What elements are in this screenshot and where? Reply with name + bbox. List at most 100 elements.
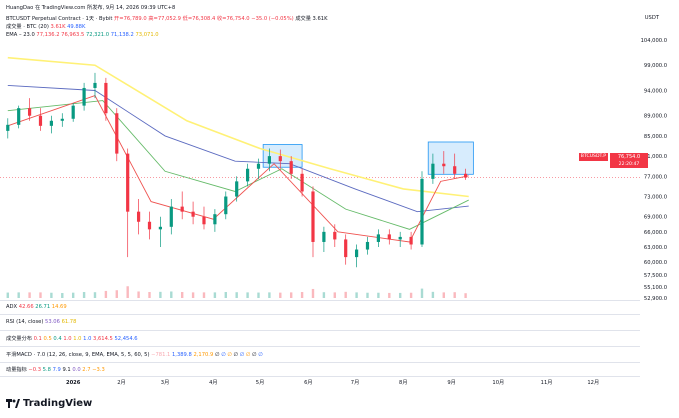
rsi-v1: 53.06 — [45, 319, 60, 325]
momentum-pane-label[interactable]: 动量指标 −0.3 5.8 7.9 9.1 0.0 2.7 −3.3 — [6, 366, 105, 373]
ema-indicator-line[interactable]: EMA – 23.0 77,136.2 76,963.5 72,321.0 71… — [6, 32, 159, 39]
volind-label: 成交量分布 — [6, 336, 32, 342]
volume-bar — [322, 292, 326, 298]
volume-bar — [355, 292, 358, 298]
ema-v3: 72,321.0 — [85, 32, 110, 38]
macd-value: 1,389.8 — [170, 352, 192, 358]
time-tick-label: 10月 — [492, 379, 504, 386]
price-tick-label: 77,000.0 — [644, 174, 667, 180]
price-tick-label: 99,000.0 — [644, 63, 667, 69]
macd-value: ∅ — [250, 352, 257, 358]
volume-bar — [159, 291, 162, 298]
time-tick-label: 2026 — [66, 380, 81, 386]
pane-divider[interactable] — [0, 314, 640, 315]
symbol-name[interactable]: BTCUSDT Perpetual Contract · 1天 · Bybit — [6, 16, 113, 22]
adx-pane-label[interactable]: ADX 42.66 26.71 14.69 — [6, 304, 67, 310]
volume-bar — [61, 293, 64, 298]
candle-body — [147, 221, 152, 230]
volume-bar — [398, 292, 402, 298]
candle-body — [180, 206, 184, 212]
adx-v2: 26.71 — [35, 304, 51, 310]
candle-body — [245, 168, 250, 182]
volind-value: 0.4 — [51, 336, 62, 342]
pane-divider[interactable] — [0, 362, 640, 363]
volume-bar — [464, 293, 467, 298]
volume-bar — [213, 292, 217, 298]
volume-bar — [235, 292, 238, 298]
ohlc-open: 开=76,789.0 — [114, 16, 147, 22]
ohlc-change: −35.0 (−0.05%) — [251, 16, 294, 22]
time-tick-label: 8月 — [399, 379, 408, 386]
candle-body — [115, 113, 119, 154]
macd-value: ∅ — [256, 352, 263, 358]
osc-value: 2.7 — [80, 367, 91, 373]
macd-pane-label[interactable]: 平滑MACD · 7.0 (12, 26, close, 9, EMA, EMA… — [6, 351, 263, 358]
highlight-box — [427, 141, 474, 175]
osc-label: 动量指标 — [6, 367, 27, 373]
vol-label: 成交量 · BTC (20) — [6, 24, 49, 30]
publish-info: HuangDao 在 TradingView.com 所发布, 9月 14, 2… — [6, 5, 176, 11]
candle-body — [409, 236, 413, 245]
osc-value: −0.3 — [26, 367, 42, 373]
pane-divider[interactable] — [0, 330, 640, 331]
candle-body — [104, 82, 108, 114]
price-tick-label: 69,000.0 — [644, 215, 667, 221]
volume-bar — [311, 288, 315, 298]
volume-bar — [28, 292, 31, 298]
ohlc-high: 高=77,052.9 — [148, 16, 181, 22]
volume-bar — [50, 292, 53, 298]
volume-indicator-line[interactable]: 成交量 · BTC (20) 3.61K 49.88K — [6, 24, 85, 31]
macd-value: 2,170.9 — [191, 352, 214, 358]
time-tick-label: 11月 — [541, 379, 553, 386]
time-axis-divider — [0, 376, 640, 377]
volume-bar — [366, 292, 369, 298]
ema-label: EMA – 23.0 — [6, 32, 35, 38]
candle-body — [453, 166, 457, 174]
candle-body — [333, 231, 337, 240]
volume-bar — [93, 292, 97, 298]
price-tick-label: 57,500.0 — [644, 273, 667, 279]
ema-v4: 71,138.2 — [110, 32, 134, 38]
volume-bar — [388, 292, 391, 298]
candle-body — [344, 239, 348, 258]
rsi-pane-label[interactable]: RSI (14, close) 53.06 61.78 — [6, 319, 76, 325]
volume-bar — [170, 291, 173, 298]
time-tick-label: 7月 — [351, 379, 360, 386]
price-tick-label: 85,000.0 — [644, 134, 667, 140]
volume-bar — [431, 291, 435, 298]
candle-body — [191, 211, 195, 217]
pane-divider[interactable] — [0, 346, 640, 347]
candle-body — [158, 226, 162, 230]
tradingview-logo-icon — [6, 399, 20, 408]
volume-profile-pane-label[interactable]: 成交量分布 0.1 0.5 0.4 1.0 1.0 1.0 3,614.5 52… — [6, 335, 138, 342]
candle-body — [387, 234, 391, 240]
vol-v2: 49.88K — [67, 24, 86, 30]
macd-value: ∅ — [231, 352, 238, 358]
candle-body — [27, 108, 32, 116]
candle-body — [169, 206, 173, 227]
time-tick-label: 4月 — [209, 379, 218, 386]
candle-body — [267, 156, 271, 164]
volume-bar — [333, 292, 336, 298]
adx-v1: 42.66 — [18, 304, 34, 310]
tradingview-logo-text: TradingView — [23, 398, 93, 409]
volume-bar — [279, 292, 282, 298]
candle-body — [431, 163, 435, 179]
volume-bar — [104, 290, 108, 298]
volume-bar — [202, 292, 206, 298]
candle-body — [354, 249, 359, 258]
macd-neg: −781.1 — [149, 352, 171, 358]
candle-body — [71, 105, 75, 119]
candle-body — [442, 163, 446, 167]
candle-body — [17, 108, 21, 125]
volume-bar — [246, 292, 249, 298]
volind-value: 1.0 — [61, 336, 72, 342]
tradingview-logo[interactable]: TradingView — [6, 398, 92, 409]
ema-fast-line — [7, 94, 469, 243]
symbol-ohlc-line: BTCUSDT Perpetual Contract · 1天 · Bybit … — [6, 16, 327, 23]
volind-value: 0.1 — [31, 336, 42, 342]
pane-divider[interactable] — [0, 300, 640, 301]
price-tick-label: 63,000.0 — [644, 245, 667, 251]
candle-body — [322, 231, 326, 242]
